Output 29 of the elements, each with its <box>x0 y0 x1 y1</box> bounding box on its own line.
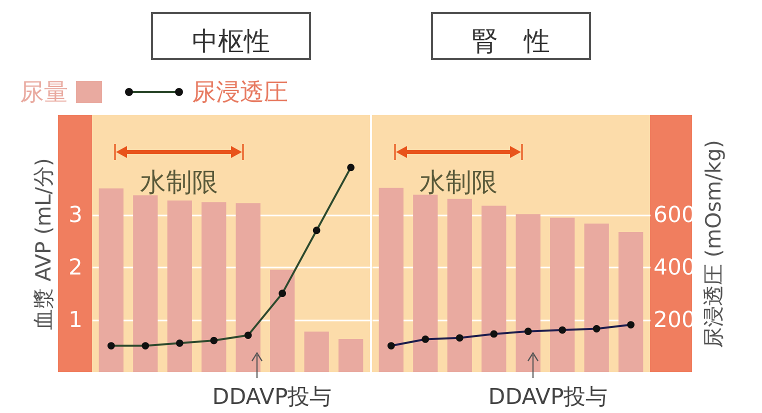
legend-label: 尿浸透圧 <box>192 77 288 108</box>
annotation: 水制限 <box>418 167 498 199</box>
bar <box>482 206 506 372</box>
annotation: 水制限 <box>139 167 219 199</box>
bar <box>413 194 438 372</box>
text: DDAVP投与 <box>211 385 333 411</box>
y-tick-label: 2 <box>68 256 82 281</box>
bar <box>618 232 644 372</box>
bar <box>516 214 540 372</box>
bar <box>304 332 329 372</box>
text: DDAVP投与 <box>487 385 609 411</box>
bar <box>584 224 609 372</box>
y-axis-title: 血漿 AVP (mL/分) <box>32 158 56 330</box>
y-tick-label: 3 <box>68 203 82 228</box>
bar <box>447 198 472 372</box>
chart-title: 腎 性 <box>472 27 550 57</box>
chart-title: 中枢性 <box>192 27 270 57</box>
bar <box>236 203 260 372</box>
bar <box>338 338 364 372</box>
bar <box>167 200 192 372</box>
bar <box>133 195 158 372</box>
bar <box>550 218 575 372</box>
bar <box>98 188 124 372</box>
bar <box>202 202 226 372</box>
bar <box>378 188 404 372</box>
bar <box>270 270 295 372</box>
y2-axis-title: 尿浸透圧 (mOsm/kg) <box>702 140 726 348</box>
y-tick-label: 1 <box>68 308 82 334</box>
text: 尿量 <box>20 77 68 108</box>
